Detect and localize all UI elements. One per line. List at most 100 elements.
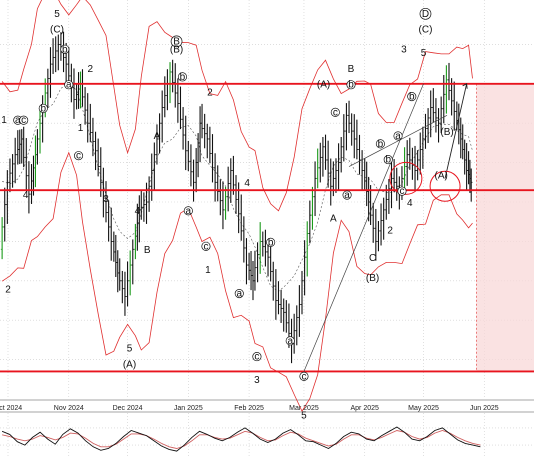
wave-label: c bbox=[333, 107, 338, 118]
x-tick-label: Apr 2025 bbox=[351, 405, 380, 412]
projection-arrow-head bbox=[462, 83, 468, 89]
wave-label-circle bbox=[234, 289, 244, 299]
wave-label: 1 bbox=[1, 115, 7, 126]
bollinger-middle bbox=[2, 83, 473, 292]
wave-label: A bbox=[154, 131, 161, 142]
x-tick-label: Jan 2025 bbox=[174, 405, 203, 412]
oscillator-fast-line bbox=[1, 426, 481, 452]
wave-label-circle bbox=[74, 151, 84, 161]
wave-label: (C) bbox=[50, 25, 64, 36]
wave-label: a bbox=[236, 289, 242, 300]
wave-label-circle bbox=[60, 44, 70, 54]
wave-label-circle bbox=[183, 206, 193, 216]
highlight-circle bbox=[429, 170, 461, 202]
wave-label: 4 bbox=[244, 178, 250, 189]
wave-label: B bbox=[173, 36, 180, 47]
wave-label: 4 bbox=[23, 190, 29, 201]
wave-label: (C) bbox=[419, 25, 433, 36]
oscillator-panel bbox=[0, 413, 534, 460]
x-tick-label: Oct 2024 bbox=[0, 405, 22, 412]
x-tick-label: Nov 2024 bbox=[54, 405, 84, 412]
projection-arrow bbox=[444, 83, 468, 179]
price-panel bbox=[0, 0, 534, 399]
wave-label: a bbox=[186, 206, 192, 217]
x-tick-label: Mar 2025 bbox=[289, 405, 319, 412]
wave-label: A bbox=[330, 214, 337, 225]
wave-label: B bbox=[348, 64, 355, 75]
wave-label: a bbox=[15, 115, 21, 126]
wave-label: 2 bbox=[5, 285, 11, 296]
trend-line-channel bbox=[348, 115, 448, 167]
wave-label: c bbox=[203, 241, 208, 252]
wave-label-circle bbox=[375, 139, 385, 149]
trend-line-impulse bbox=[303, 83, 424, 372]
wave-label-circle bbox=[38, 103, 48, 113]
wave-label: 3 bbox=[103, 194, 109, 205]
wave-label-circle bbox=[393, 131, 403, 141]
x-tick-label: Dec 2024 bbox=[113, 405, 143, 412]
wave-label-circle bbox=[252, 352, 262, 362]
wave-label: (B) bbox=[366, 273, 379, 284]
wave-label: 2 bbox=[387, 226, 393, 237]
wave-label-circle bbox=[346, 80, 356, 90]
wave-label: 5 bbox=[127, 344, 133, 355]
x-tick-label: May 2025 bbox=[408, 405, 439, 412]
wave-label: 3 bbox=[254, 375, 260, 386]
wave-label: 2 bbox=[88, 64, 94, 75]
wave-label: (B) bbox=[170, 44, 183, 55]
wave-label-circle bbox=[266, 237, 276, 247]
wave-label-circle bbox=[201, 241, 211, 251]
wave-label-circle bbox=[397, 186, 407, 196]
wave-label: a bbox=[66, 80, 72, 91]
wave-label: a bbox=[287, 336, 293, 347]
wave-label: c bbox=[76, 151, 81, 162]
wave-label: C bbox=[369, 253, 376, 264]
wave-label-circle bbox=[330, 107, 340, 117]
oscillator-slow-line bbox=[2, 430, 481, 449]
wave-label: 5 bbox=[421, 48, 427, 59]
wave-label-circle bbox=[177, 72, 187, 82]
wave-label: (B) bbox=[440, 127, 453, 138]
wave-label: c bbox=[254, 352, 259, 363]
wave-label: b bbox=[180, 72, 186, 83]
wave-label: 1 bbox=[78, 123, 84, 134]
wave-label-circle bbox=[342, 190, 352, 200]
wave-label: a bbox=[344, 190, 350, 201]
wave-label: b bbox=[268, 237, 274, 248]
wave-label-circle bbox=[299, 371, 309, 381]
wave-label-circle bbox=[383, 155, 393, 165]
wave-label-circle bbox=[285, 336, 295, 346]
wave-label: 2 bbox=[207, 88, 213, 99]
wave-label: b bbox=[409, 92, 415, 103]
wave-label-circle bbox=[407, 92, 417, 102]
wave-label: 5 bbox=[54, 9, 60, 20]
wave-label: 4 bbox=[135, 206, 141, 217]
wave-label: 3 bbox=[401, 44, 407, 55]
wave-label: b bbox=[385, 155, 391, 166]
wave-label: b bbox=[62, 44, 68, 55]
wave-label: D bbox=[422, 9, 429, 20]
wave-label-circle bbox=[64, 80, 74, 90]
wave-label-circle bbox=[419, 7, 432, 20]
highlight-circle bbox=[389, 161, 423, 195]
wave-label: b bbox=[378, 139, 384, 150]
wave-label: B bbox=[144, 245, 151, 256]
x-tick-label: Jun 2025 bbox=[470, 405, 499, 412]
wave-label: (A) bbox=[434, 170, 447, 181]
target-zone bbox=[476, 83, 534, 372]
x-tick-label: Feb 2025 bbox=[234, 405, 264, 412]
wave-label: 4 bbox=[407, 198, 413, 209]
wave-label-circle bbox=[19, 115, 29, 125]
bollinger-lower bbox=[1, 151, 473, 413]
wave-label: (A) bbox=[123, 359, 136, 370]
wave-label: b bbox=[348, 80, 354, 91]
wave-label: b bbox=[40, 103, 46, 114]
wave-label: c bbox=[301, 371, 306, 382]
wave-label: 1 bbox=[205, 265, 211, 276]
wave-label-circle bbox=[170, 35, 183, 48]
wave-label: a bbox=[395, 131, 401, 142]
wave-label: c bbox=[399, 186, 404, 197]
bollinger-upper bbox=[1, 0, 473, 212]
